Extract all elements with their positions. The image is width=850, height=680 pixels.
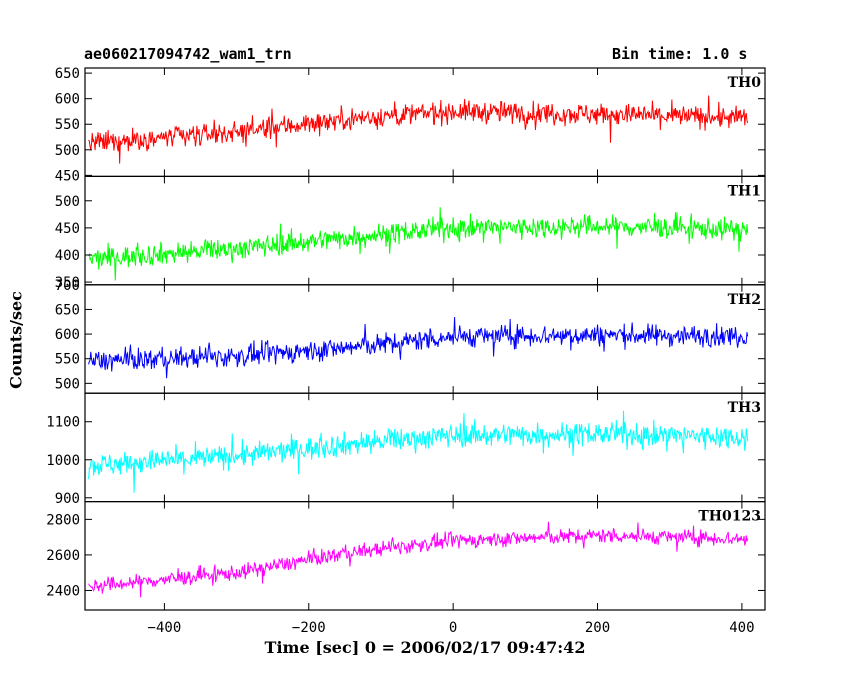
- panel-frame-th3: [84, 392, 766, 503]
- panel-label-th2: TH2: [728, 292, 761, 308]
- panel-label-th1: TH1: [728, 183, 761, 199]
- y-tick-label: 650: [55, 66, 80, 82]
- series-line-th0123: [88, 521, 749, 598]
- y-axis-label: Counts/sec: [6, 291, 26, 389]
- series-line-th0: [88, 95, 749, 164]
- y-tick-label: 2800: [46, 512, 80, 528]
- x-tick-label: 400: [729, 620, 754, 636]
- series-line-th2: [88, 316, 749, 379]
- y-tick-label: 400: [55, 248, 80, 264]
- panel-label-th3: TH3: [728, 400, 761, 416]
- series-line-th1: [88, 207, 749, 281]
- y-tick-label: 500: [55, 194, 80, 210]
- y-tick-label: 600: [55, 92, 80, 108]
- x-tick-label: −400: [148, 620, 182, 636]
- plot-title: ae060217094742_wam1_trn: [84, 45, 292, 63]
- y-tick-label: 650: [55, 302, 80, 318]
- y-tick-label: 700: [55, 278, 80, 294]
- x-tick-label: 200: [585, 620, 610, 636]
- y-tick-label: 2400: [46, 583, 80, 599]
- y-tick-label: 350: [55, 275, 80, 291]
- panel-label-th0: TH0: [728, 75, 762, 91]
- y-tick-label: 600: [55, 327, 80, 343]
- y-tick-label: 450: [55, 221, 80, 237]
- y-tick-label: 450: [55, 168, 80, 184]
- y-tick-label: 900: [55, 491, 80, 507]
- y-tick-label: 1100: [46, 415, 80, 431]
- panel-frame-th2: [84, 284, 766, 394]
- series-line-th3: [88, 410, 749, 493]
- x-tick-label: −200: [292, 620, 326, 636]
- x-axis-label: Time [sec] 0 = 2006/02/17 09:47:42: [264, 638, 586, 657]
- y-tick-label: 500: [55, 376, 80, 392]
- y-tick-label: 2600: [46, 548, 80, 564]
- x-tick-label: 0: [449, 620, 457, 636]
- panel-label-th0123: TH0123: [698, 509, 761, 525]
- bin-time-label: Bin time: 1.0 s: [612, 45, 748, 63]
- panel-frame-th0: [84, 67, 766, 178]
- panel-frame-th0123: [84, 501, 766, 611]
- y-tick-label: 550: [55, 352, 80, 368]
- y-tick-label: 1000: [46, 453, 80, 469]
- y-tick-label: 550: [55, 117, 80, 133]
- y-tick-label: 500: [55, 143, 80, 159]
